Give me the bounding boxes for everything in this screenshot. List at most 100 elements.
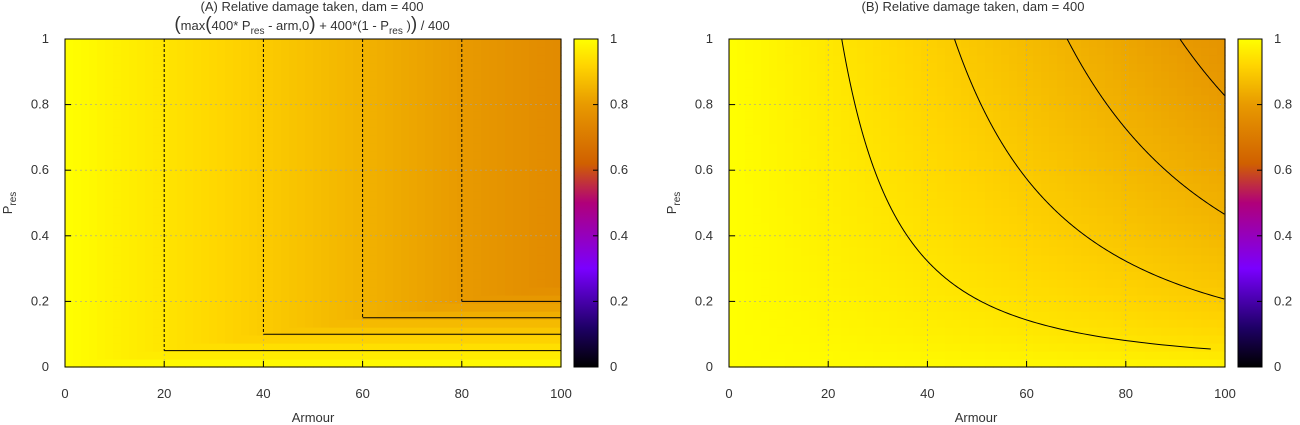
a-heat-cell [481, 183, 490, 192]
b-heat-cell [849, 111, 858, 120]
b-heat-cell [769, 287, 778, 296]
b-heat-cell [785, 327, 794, 336]
a-heat-cell [121, 335, 130, 344]
a-heat-cell [257, 327, 266, 336]
b-heat-cell [1001, 63, 1010, 72]
a-heat-cell [89, 335, 98, 344]
b-heat-cell [1145, 319, 1154, 328]
b-heat-cell [969, 119, 978, 128]
a-heat-cell [249, 271, 258, 280]
a-heat-cell [361, 159, 370, 168]
a-heat-cell [97, 359, 106, 368]
b-heat-cell [1001, 143, 1010, 152]
a-heat-cell [417, 175, 426, 184]
b-heat-cell [1049, 335, 1058, 344]
a-heat-cell [449, 167, 458, 176]
b-heat-cell [993, 327, 1002, 336]
a-heat-cell [233, 47, 242, 56]
a-heat-cell [201, 343, 210, 352]
b-heat-cell [945, 135, 954, 144]
a-heat-cell [321, 247, 330, 256]
b-heat-cell [881, 239, 890, 248]
a-heat-cell [297, 223, 306, 232]
a-heat-cell [121, 183, 130, 192]
b-heat-cell [929, 191, 938, 200]
a-heat-cell [177, 255, 186, 264]
b-heat-cell [865, 71, 874, 80]
b-heat-cell [929, 279, 938, 288]
b-heat-cell [1041, 327, 1050, 336]
a-heat-cell [65, 159, 74, 168]
a-heat-cell [481, 47, 490, 56]
a-heat-cell [161, 71, 170, 80]
b-heat-cell [1009, 279, 1018, 288]
a-heat-cell [345, 335, 354, 344]
b-heat-cell [913, 247, 922, 256]
b-heat-cell [737, 95, 746, 104]
b-heat-cell [1137, 111, 1146, 120]
a-heat-cell [113, 103, 122, 112]
a-heat-cell [177, 119, 186, 128]
b-heat-cell [993, 167, 1002, 176]
a-heat-cell [313, 271, 322, 280]
b-heat-cell [729, 263, 738, 272]
b-heat-cell [737, 327, 746, 336]
a-heat-cell [409, 151, 418, 160]
b-heat-cell [889, 303, 898, 312]
a-heat-cell [129, 199, 138, 208]
b-heat-cell [865, 279, 874, 288]
b-heat-cell [769, 215, 778, 224]
b-heat-cell [1105, 359, 1114, 368]
b-heat-cell [993, 239, 1002, 248]
b-heat-cell [873, 167, 882, 176]
a-heat-cell [209, 79, 218, 88]
a-heat-cell [233, 327, 242, 336]
b-heat-cell [913, 255, 922, 264]
b-heat-cell [985, 207, 994, 216]
a-heat-cell [225, 79, 234, 88]
b-heat-cell [793, 327, 802, 336]
a-heat-cell [249, 111, 258, 120]
a-heat-cell [281, 143, 290, 152]
a-heat-cell [193, 327, 202, 336]
a-heat-cell [281, 319, 290, 328]
a-heat-cell [497, 319, 506, 328]
b-heat-cell [1129, 279, 1138, 288]
a-heat-cell [265, 351, 274, 360]
a-heat-cell [129, 231, 138, 240]
b-heat-cell [841, 199, 850, 208]
a-heat-cell [217, 295, 226, 304]
b-heat-cell [1185, 231, 1194, 240]
a-heat-cell [201, 63, 210, 72]
a-heat-cell [361, 351, 370, 360]
b-heat-cell [881, 103, 890, 112]
a-heat-cell [169, 327, 178, 336]
b-heat-cell [1105, 175, 1114, 184]
b-heat-cell [889, 343, 898, 352]
b-heat-cell [921, 263, 930, 272]
b-heat-cell [785, 135, 794, 144]
b-heat-cell [889, 143, 898, 152]
a-heat-cell [497, 199, 506, 208]
a-heat-cell [489, 335, 498, 344]
b-heat-cell [921, 39, 930, 48]
b-heat-cell [1129, 287, 1138, 296]
a-heat-cell [81, 135, 90, 144]
b-heat-cell [1033, 47, 1042, 56]
a-heat-cell [217, 111, 226, 120]
b-heat-cell [825, 239, 834, 248]
b-heat-cell [1089, 311, 1098, 320]
b-heat-cell [985, 183, 994, 192]
a-heat-cell [449, 255, 458, 264]
a-heat-cell [137, 183, 146, 192]
a-heat-cell [521, 127, 530, 136]
b-heat-cell [889, 239, 898, 248]
a-heat-cell [521, 359, 530, 368]
b-heat-cell [1089, 207, 1098, 216]
a-heat-cell [121, 207, 130, 216]
b-heat-cell [993, 143, 1002, 152]
b-heat-cell [1169, 351, 1178, 360]
a-heat-cell [241, 103, 250, 112]
a-heat-cell [65, 239, 74, 248]
b-heat-cell [1025, 263, 1034, 272]
